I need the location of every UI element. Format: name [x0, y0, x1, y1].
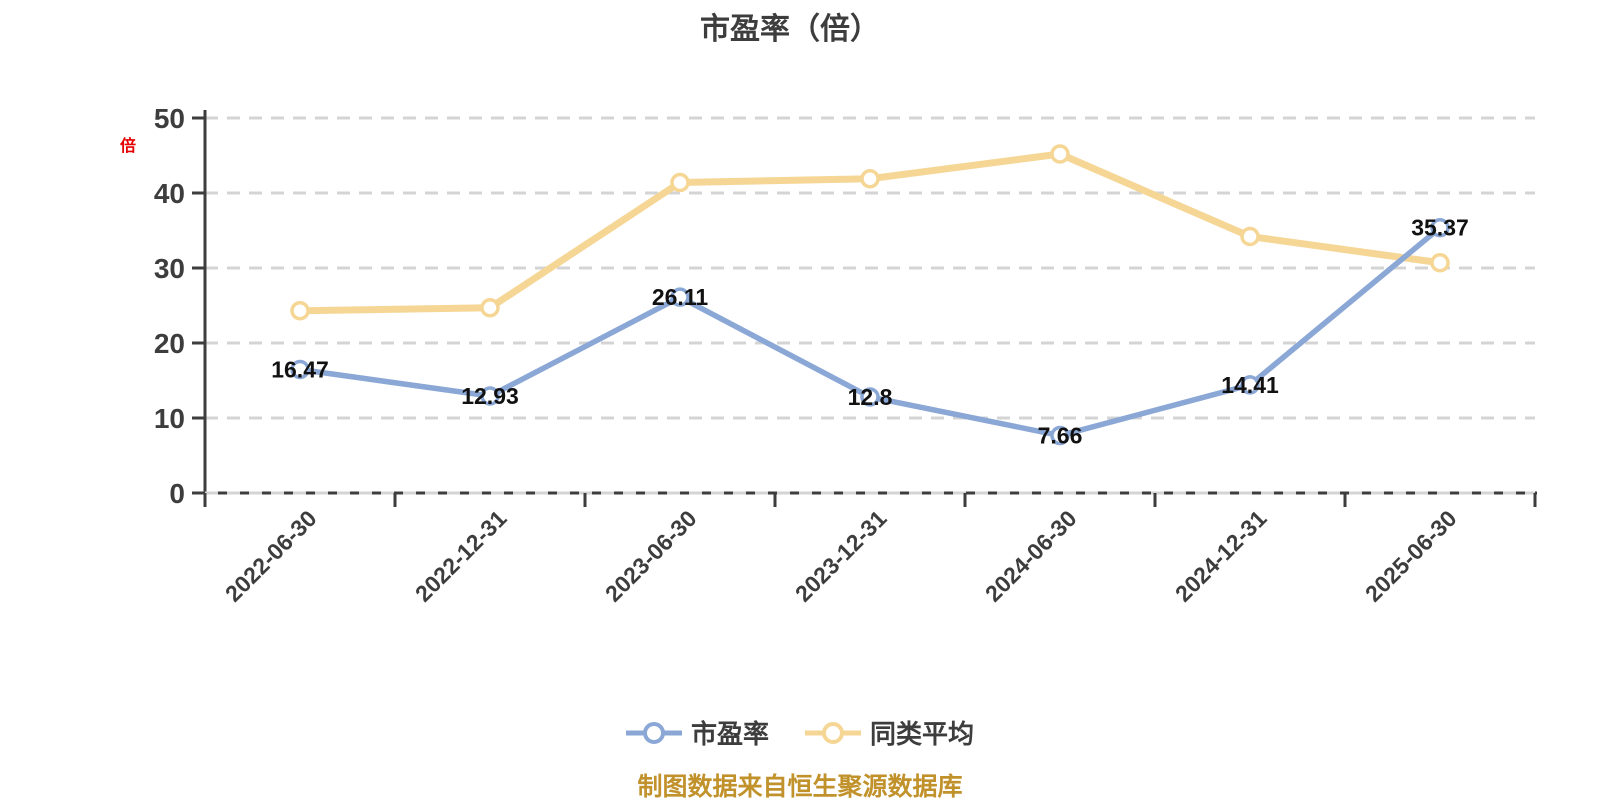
data-point-marker-pe[interactable] [290, 359, 310, 380]
x-axis-ticks [203, 493, 1537, 507]
series-pe [290, 217, 1450, 446]
data-source-note: 制图数据来自恒生聚源数据库 [637, 773, 963, 800]
data-point-marker-pe[interactable] [1240, 375, 1260, 395]
series-peer-avg [290, 144, 1450, 321]
x-tick-label: 2025-06-30 [1360, 505, 1462, 607]
data-point-label: 12.8 [848, 384, 893, 410]
data-point-label: 14.41 [1221, 372, 1279, 398]
data-point-marker-peer-avg[interactable] [480, 298, 500, 318]
data-point-marker-peer-avg[interactable] [290, 301, 310, 321]
data-point-marker-peer-avg[interactable] [1050, 144, 1070, 164]
data-point-label: 35.37 [1411, 215, 1469, 241]
legend-item-peer-avg[interactable]: 同类平均 [805, 714, 974, 751]
y-tick-label: 40 [154, 178, 185, 209]
legend-label-pe: 市盈率 [690, 719, 769, 749]
x-tick-label: 2023-06-30 [600, 505, 702, 607]
legend-label-peer-avg: 同类平均 [870, 719, 975, 749]
data-point-label: 7.66 [1038, 423, 1083, 449]
data-point-marker-peer-avg[interactable] [1240, 226, 1260, 247]
y-axis-unit-label: 倍 [120, 138, 137, 155]
legend-marker-pe [625, 721, 682, 744]
y-tick-label: 30 [154, 253, 185, 284]
data-point-marker-pe[interactable] [860, 387, 880, 407]
axes [203, 110, 1537, 495]
data-point-label: 12.93 [461, 383, 519, 409]
x-tick-label: 2022-12-31 [410, 505, 512, 607]
legend-item-pe[interactable]: 市盈率 [625, 714, 769, 751]
x-tick-label: 2022-06-30 [220, 505, 322, 607]
data-point-marker-pe[interactable] [1050, 425, 1070, 446]
chart-title: 市盈率（倍） [700, 13, 880, 46]
chart-legend: 市盈率 同类平均 [0, 714, 1600, 751]
data-point-label: 16.47 [271, 356, 329, 382]
data-point-marker-peer-avg[interactable] [1430, 253, 1450, 273]
y-tick-label: 0 [169, 478, 185, 509]
x-axis-labels: 2022-06-30 2022-12-31 2023-06-30 2023-12-31… [220, 505, 1462, 607]
data-point-marker-peer-avg[interactable] [670, 172, 690, 193]
x-tick-label: 2023-12-31 [790, 505, 892, 607]
data-point-label: 26.11 [652, 284, 708, 310]
data-point-marker-pe[interactable] [1430, 217, 1450, 238]
x-tick-label: 2024-06-30 [980, 505, 1082, 607]
x-tick-label: 2024-12-31 [1170, 505, 1272, 607]
y-tick-label: 50 [154, 103, 185, 134]
y-tick-label: 10 [154, 403, 185, 434]
legend-marker-peer-avg [805, 721, 861, 744]
data-point-marker-pe[interactable] [670, 287, 690, 307]
y-tick-label: 20 [154, 328, 185, 359]
data-point-marker-pe[interactable] [480, 386, 500, 406]
data-labels-pe: 16.47 12.93 26.11 12.8 7.66 14.41 35.37 [271, 215, 1469, 449]
data-point-marker-peer-avg[interactable] [860, 169, 880, 189]
y-axis-ticks: 0 10 20 30 40 50 [154, 103, 205, 509]
grid-lines [205, 116, 1535, 420]
